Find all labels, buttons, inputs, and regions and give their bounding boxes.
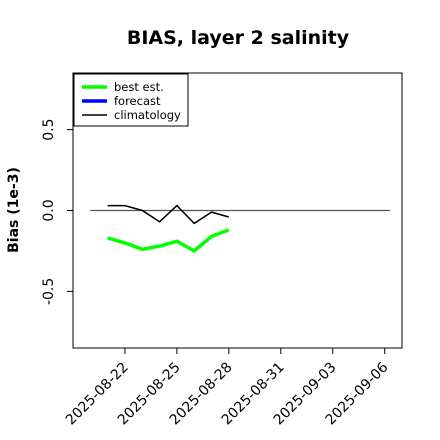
y-tick-label: 0.5 [41, 118, 57, 140]
x-axis: 2025-08-222025-08-252025-08-282025-08-31… [63, 348, 392, 428]
series-layer [107, 204, 230, 254]
y-axis: -0.5 0.0 0.5 [41, 118, 73, 305]
series-line-climatology [107, 204, 230, 225]
legend-label-forecast: forecast [114, 94, 161, 108]
series-line-best-est [107, 228, 230, 254]
y-tick-label: -0.5 [41, 278, 57, 305]
legend: best est. forecast climatology [73, 73, 189, 127]
y-axis-label: Bias (1e-3) [6, 167, 22, 253]
legend-label-best-est: best est. [114, 80, 164, 94]
chart-title: BIAS, layer 2 salinity [127, 27, 350, 49]
y-tick-label: 0.0 [41, 199, 57, 221]
legend-label-climatology: climatology [114, 108, 181, 122]
